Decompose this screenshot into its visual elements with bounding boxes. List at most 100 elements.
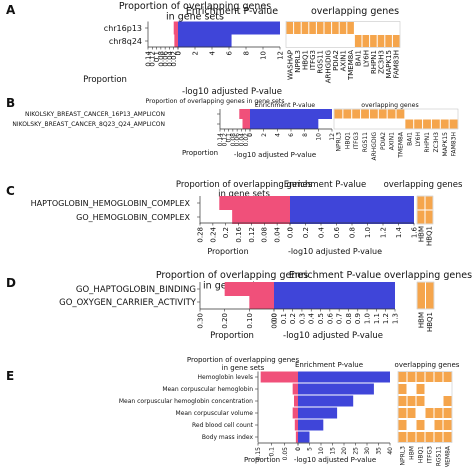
pvalue-bar [178,21,280,35]
gene-cell [405,119,414,129]
gene-cell [425,196,433,210]
gene-cell [361,109,369,119]
pvalue-tick-label: 12 [276,51,284,60]
proportion-tick-label: 0.15 [255,447,262,461]
gene-cell [449,119,458,129]
proportion-tick-label: 0.06 [234,133,241,147]
row-label: Mean corpuscular hemoglobin concentratio… [119,398,253,405]
pvalue-title: Enrichment P-value [295,361,363,369]
gene-cell [286,22,294,34]
proportion-axis-label: Proportion [182,149,218,157]
proportion-axis-label: Proportion [207,247,248,256]
proportion-tick-label: 0.1 [268,447,275,457]
gene-cell [416,372,425,382]
proportion-tick-label: 0.02 [170,51,178,67]
gene-label: ITFG3 [427,446,434,464]
pvalue-tick-label: 35 [376,447,383,455]
gene-label: LY6H [415,132,422,147]
proportion-tick-label: 0.12 [248,227,256,243]
gene-cell [398,408,407,418]
row-label: Hemoglobin levels [198,374,253,381]
proportion-tick-label: 0.14 [144,50,152,66]
pvalue-axis-label: -log10 adjusted P-value [288,247,382,256]
proportion-bar [232,210,290,224]
gene-label: AXIN1 [339,50,347,71]
gene-cell [425,432,434,442]
proportion-tick-label: 0.00 [270,313,278,329]
pvalue-title: Enrichment P-value [284,180,367,190]
gene-cell [407,432,416,442]
gene-label: LY6H [362,50,370,67]
pvalue-bar [290,196,414,210]
gene-cell [398,420,407,430]
gene-cell [407,372,416,382]
row-label: NIKOLSKY_BREAST_CANCER_8Q23_Q24_AMPLICON [12,121,165,128]
proportion-tick-label: 0.04 [274,226,282,242]
gene-cell [434,372,443,382]
row-label: Red blood cell count [192,422,254,429]
gene-cell [416,420,425,430]
gene-cell [334,109,343,119]
proportion-tick-label: 0.24 [209,226,217,242]
gene-cell [398,384,407,394]
proportion-tick-label: 0.2 [222,227,230,238]
proportion-tick-label: 0 [174,51,182,55]
gene-label: MAPK15 [442,132,449,157]
pvalue-tick-label: 10 [259,51,267,60]
proportion-bar [292,407,298,419]
gene-cell [398,432,407,442]
pvalue-tick-label: 6 [288,133,295,137]
gene-cell [396,109,405,119]
pvalue-tick-label: 0.0 [286,227,294,238]
gene-label: HBM [418,312,426,328]
gene-label: RHPN1 [370,50,378,74]
proportion-title: in gene sets [166,12,224,23]
pvalue-tick-label: 30 [364,447,371,455]
gene-cell [324,22,332,34]
gene-cell [347,22,354,34]
gene-cell [309,22,316,34]
gene-label: ITFG3 [353,132,360,150]
row-label: Mean corpuscular volume [176,410,254,417]
gene-cell [370,35,377,47]
gene-cell [426,282,434,296]
pvalue-tick-label: 40 [387,447,394,455]
gene-cell [417,295,425,309]
gene-cell [362,35,370,47]
pvalue-tick-label: 0.6 [326,312,334,324]
pvalue-tick-label: 0 [247,133,254,137]
pvalue-tick-label: 4 [274,133,281,137]
pvalue-bar [298,371,390,383]
pvalue-bar [274,282,395,296]
pvalue-bar [250,109,332,119]
pvalue-tick-label: 1.3 [391,313,399,324]
pvalue-tick-label: 20 [341,447,348,455]
proportion-title: Proportion of overlapping genes [119,1,271,12]
pvalue-bar [298,407,338,419]
pvalue-tick-label: 0.5 [317,313,325,324]
row-label: chr16p13 [104,24,142,33]
proportion-tick-label: 0.08 [157,51,165,67]
pvalue-tick-label: 6 [225,50,233,55]
genes-title: overlapping genes [384,180,463,190]
gene-cell [431,119,440,129]
pvalue-axis-label: -log10 adjusted P-value [234,151,316,159]
pvalue-title: Enrichment P-value [186,6,278,17]
proportion-bar [294,395,298,407]
proportion-tick-label: 0.14 [217,133,224,147]
pvalue-tick-label: 1.1 [373,313,381,324]
proportion-bar [219,196,290,210]
proportion-title: Proportion of overlapping genes in gene … [146,98,285,105]
row-label: chr8q24 [109,37,142,46]
pvalue-tick-label: 2 [191,51,199,55]
gene-cell [294,22,301,34]
gene-cell [426,295,434,309]
gene-label: RGS11 [317,50,325,74]
gene-cell [352,109,361,119]
proportion-tick-label: 0.30 [196,313,204,329]
gene-label: TMEM8A [398,131,405,159]
gene-label: PDIA2 [380,132,387,150]
gene-label: NPRL3 [336,132,343,152]
pvalue-tick-label: 0 [295,447,302,451]
